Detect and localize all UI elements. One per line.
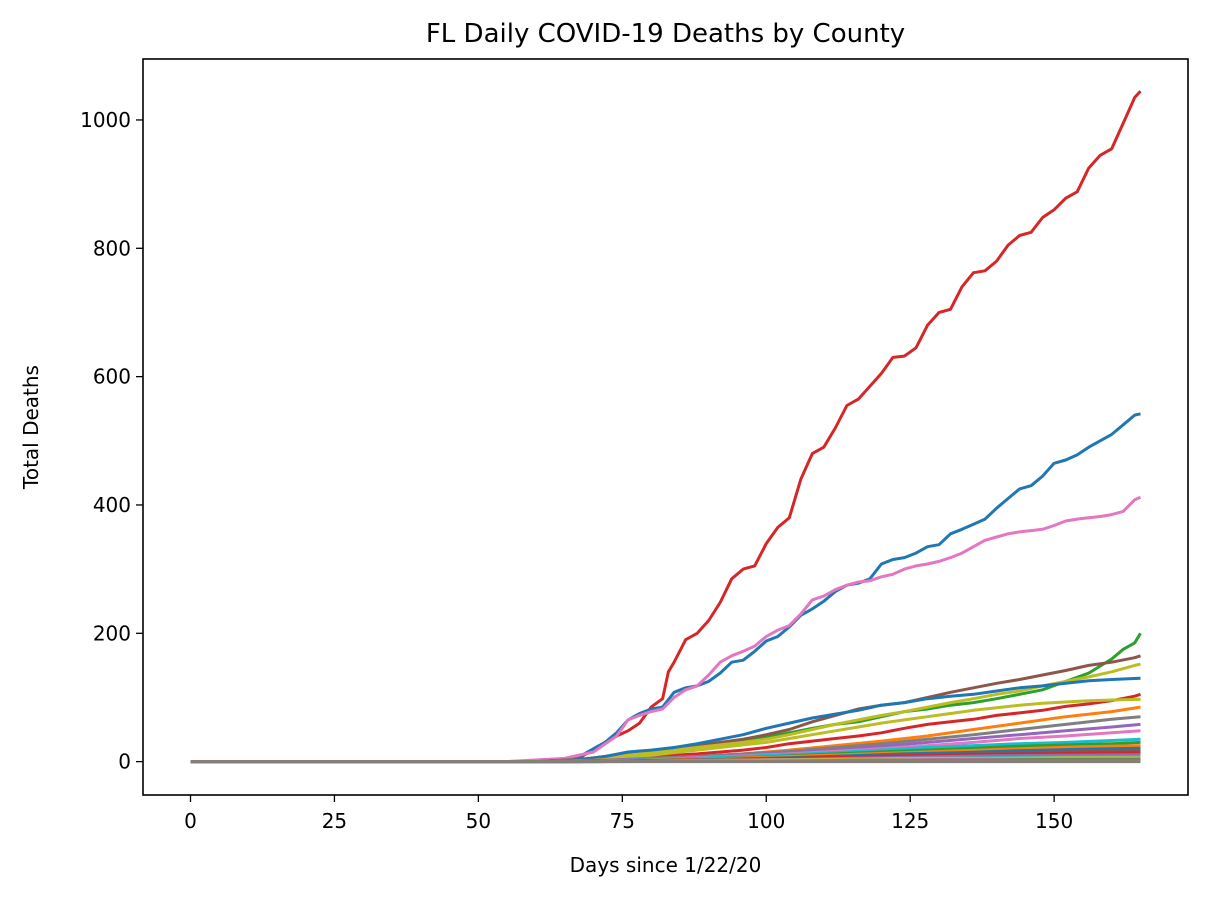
series-line [190,632,1142,764]
series-layer [190,90,1142,764]
x-tick-label: 150 [1035,809,1073,833]
series-line [190,412,1141,764]
series-line [190,697,1141,764]
y-tick-label: 400 [93,493,131,517]
series-line [190,692,1141,764]
y-axis: 0 200 400 600 800 1000 [80,108,143,774]
y-tick-label: 600 [93,365,131,389]
y-axis-label: Total Deaths [19,365,43,490]
y-tick-label: 0 [118,750,131,774]
x-axis-label: Days since 1/22/20 [570,853,762,877]
series-line [190,495,1142,764]
x-axis: 0 25 50 75 100 125 150 [184,795,1073,833]
x-tick-label: 50 [466,809,491,833]
x-tick-label: 75 [610,809,635,833]
chart-title: FL Daily COVID-19 Deaths by County [426,19,905,49]
x-tick-label: 100 [747,809,785,833]
x-tick-label: 0 [184,809,197,833]
y-tick-label: 200 [93,621,131,645]
plot-frame [142,58,1189,796]
y-tick-label: 800 [93,236,131,260]
x-tick-label: 125 [891,809,929,833]
series-line [190,90,1142,764]
series-line [190,676,1141,764]
y-tick-label: 1000 [80,108,131,132]
x-tick-label: 25 [322,809,347,833]
